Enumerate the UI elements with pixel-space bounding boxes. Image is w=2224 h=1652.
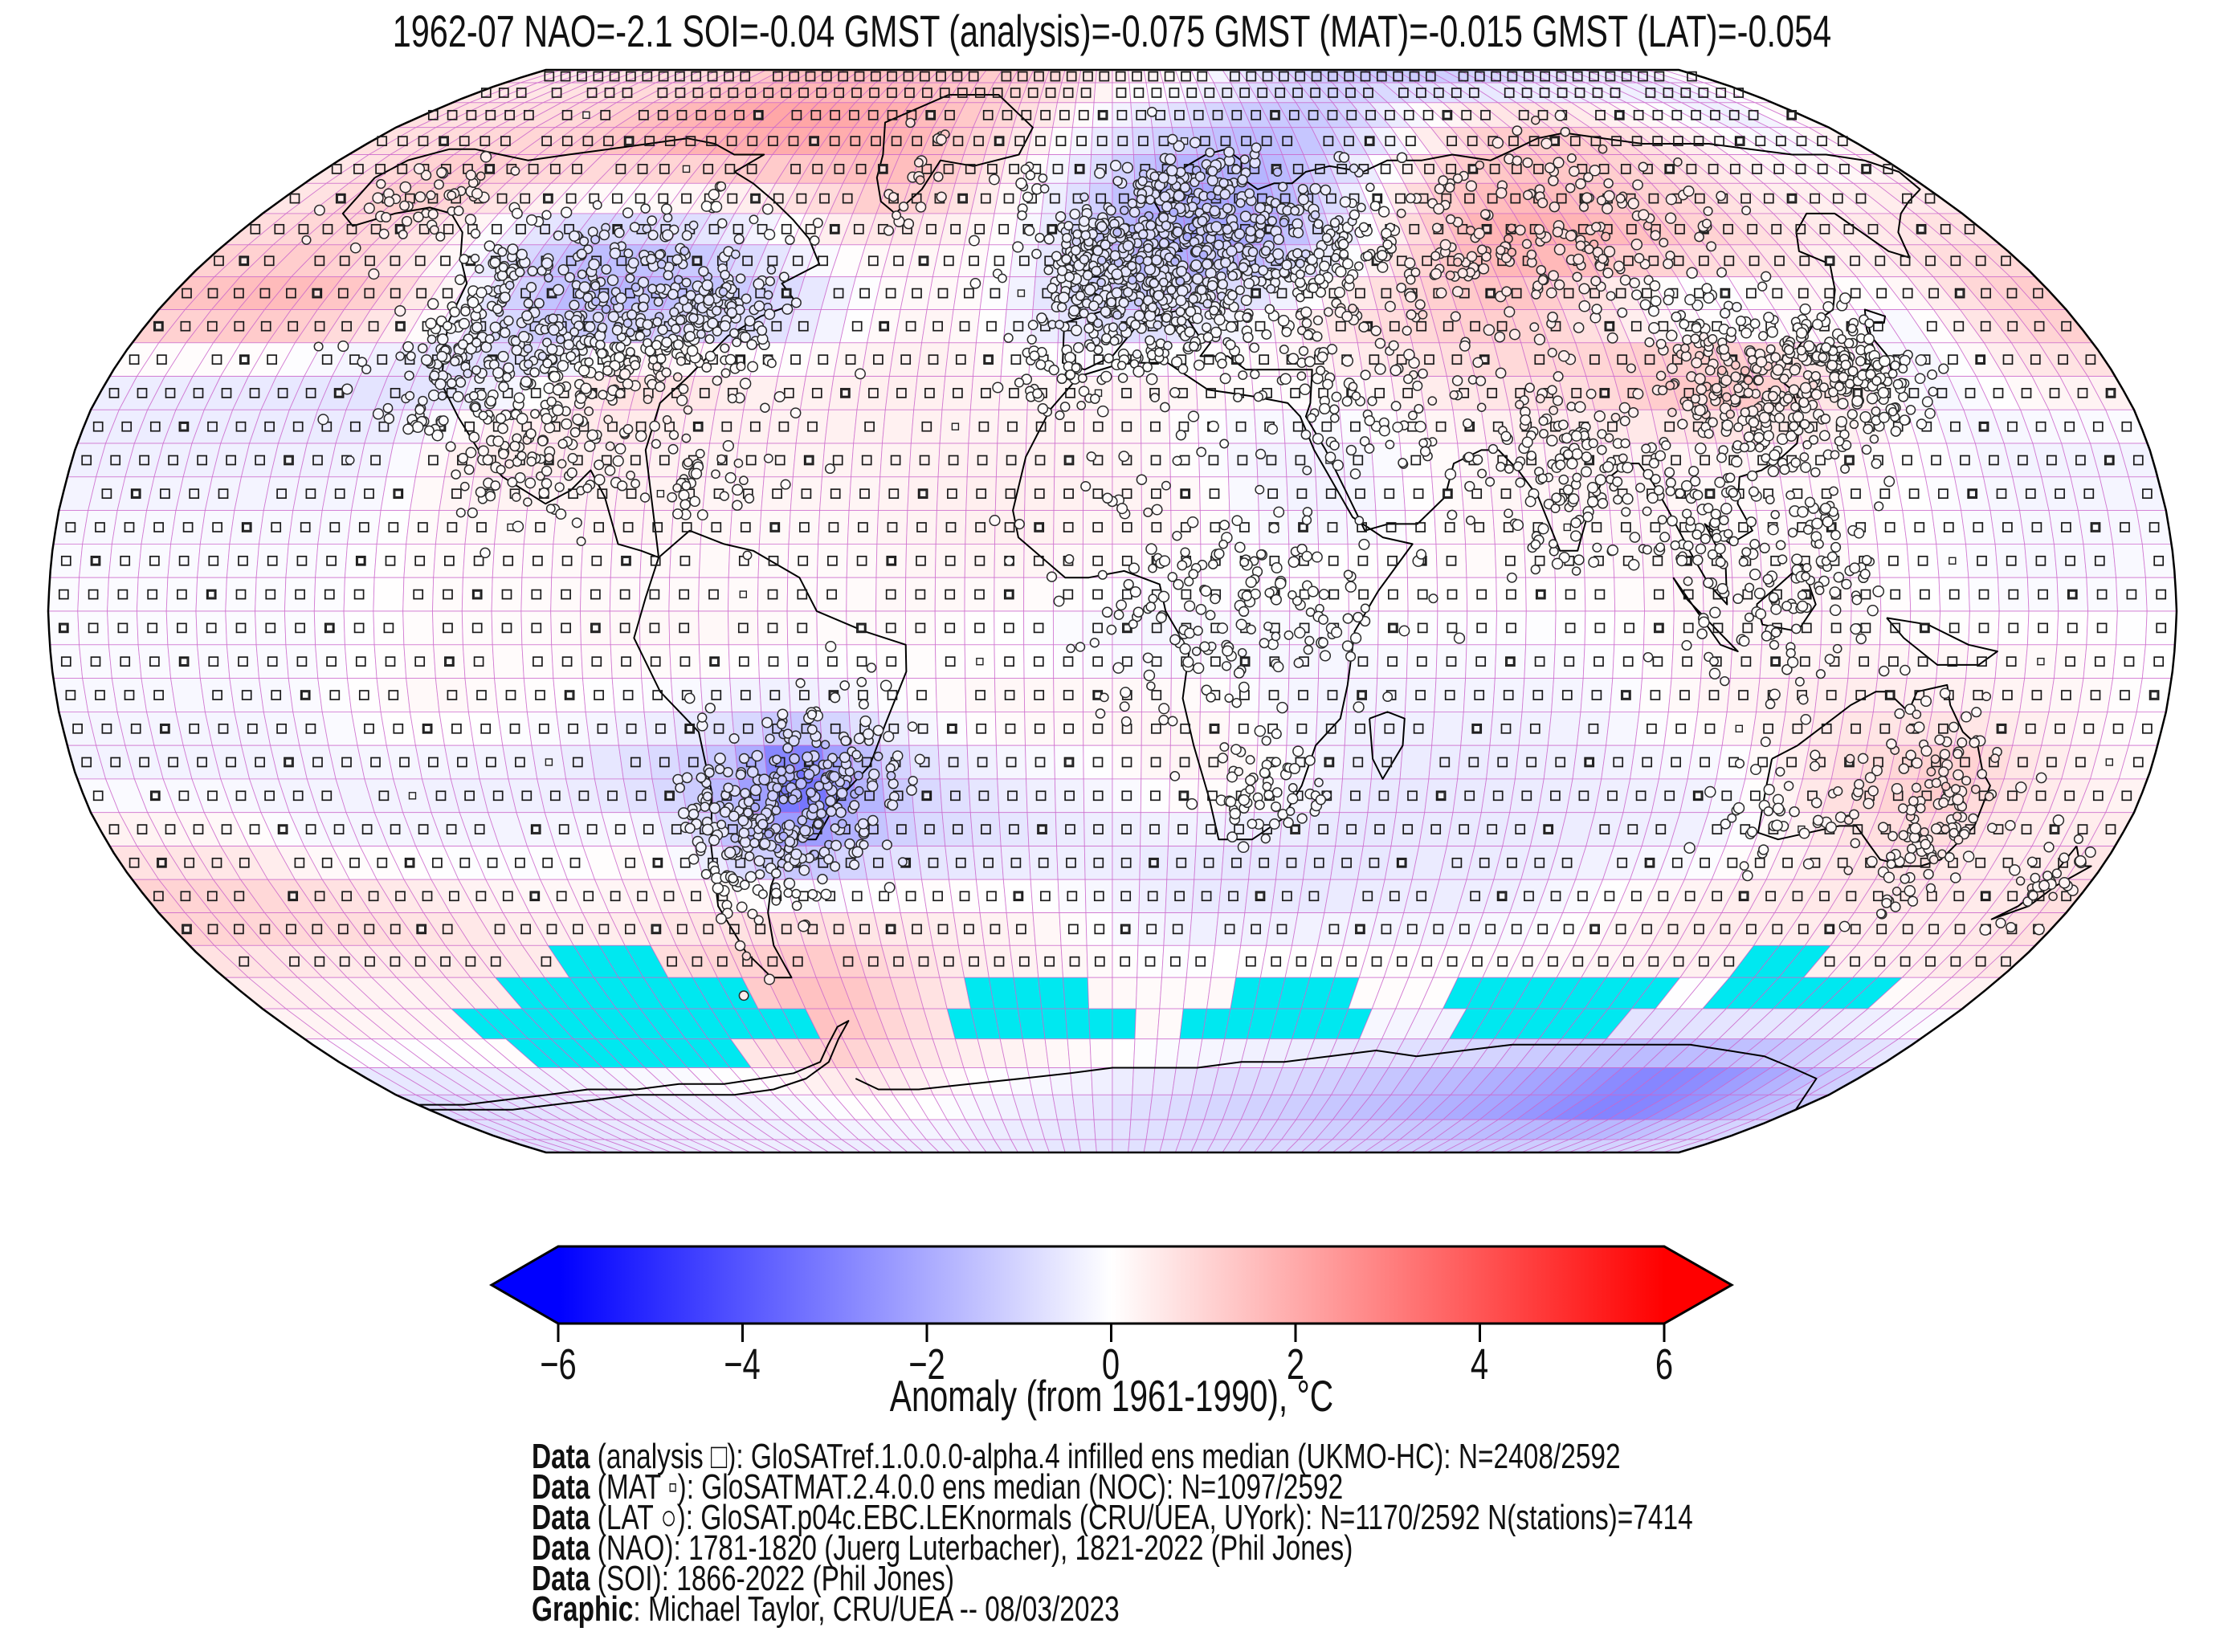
- colorbar-tick-6: 6: [1655, 1340, 1674, 1389]
- credit-prefix: Data: [532, 1498, 590, 1537]
- credit-prefix: Data: [532, 1437, 590, 1476]
- map-outline: [47, 68, 2178, 1154]
- credit-text: (LAT ○): GloSAT.p04c.EBC.LEKnormals (CRU…: [590, 1498, 1693, 1537]
- credit-prefix: Data: [532, 1559, 590, 1598]
- credit-prefix: Data: [532, 1528, 590, 1568]
- credit-line-mat: Data (MAT ▫): GloSATMAT.2.4.0.0 ens medi…: [532, 1470, 1343, 1505]
- colorbar-tick-2: 2: [1286, 1340, 1305, 1389]
- credit-text: (NAO): 1781-1820 (Juerg Luterbacher), 18…: [590, 1528, 1353, 1568]
- colorbar-tick-neg6: −6: [540, 1340, 577, 1389]
- credit-line-analysis: Data (analysis □): GloSATref.1.0.0.0-alp…: [532, 1439, 1621, 1475]
- credit-text: : Michael Taylor, CRU/UEA -- 08/03/2023: [633, 1589, 1120, 1629]
- page-title: 1962-07 NAO=-2.1 SOI=-0.04 GMST (analysi…: [0, 5, 2224, 57]
- credit-line-nao: Data (NAO): 1781-1820 (Juerg Luterbacher…: [532, 1531, 1353, 1566]
- colorbar-tick-0: 0: [1101, 1340, 1120, 1389]
- lat-station-markers: [301, 106, 2096, 1001]
- colorbar-tick-4: 4: [1470, 1340, 1489, 1389]
- page-title-text: 1962-07 NAO=-2.1 SOI=-0.04 GMST (analysi…: [392, 6, 1832, 56]
- colorbar: [489, 1245, 1735, 1342]
- credit-line-graphic: Graphic: Michael Taylor, CRU/UEA -- 08/0…: [532, 1592, 1120, 1627]
- credit-prefix: Data: [532, 1467, 590, 1507]
- colorbar-axis-label: Anomaly (from 1961-1990), °C: [889, 1371, 1334, 1421]
- colorbar-tick-neg2: −2: [908, 1340, 945, 1389]
- credit-line-lat: Data (LAT ○): GloSAT.p04c.EBC.LEKnormals…: [532, 1500, 1693, 1536]
- credit-text: (SOI): 1866-2022 (Phil Jones): [590, 1559, 955, 1598]
- credit-prefix: Graphic: [532, 1589, 634, 1629]
- colorbar-tick-neg4: −4: [724, 1340, 761, 1389]
- credit-line-soi: Data (SOI): 1866-2022 (Phil Jones): [532, 1561, 954, 1597]
- credit-text: (analysis □): GloSATref.1.0.0.0-alpha.4 …: [590, 1437, 1621, 1476]
- credit-text: (MAT ▫): GloSATMAT.2.4.0.0 ens median (N…: [590, 1467, 1344, 1507]
